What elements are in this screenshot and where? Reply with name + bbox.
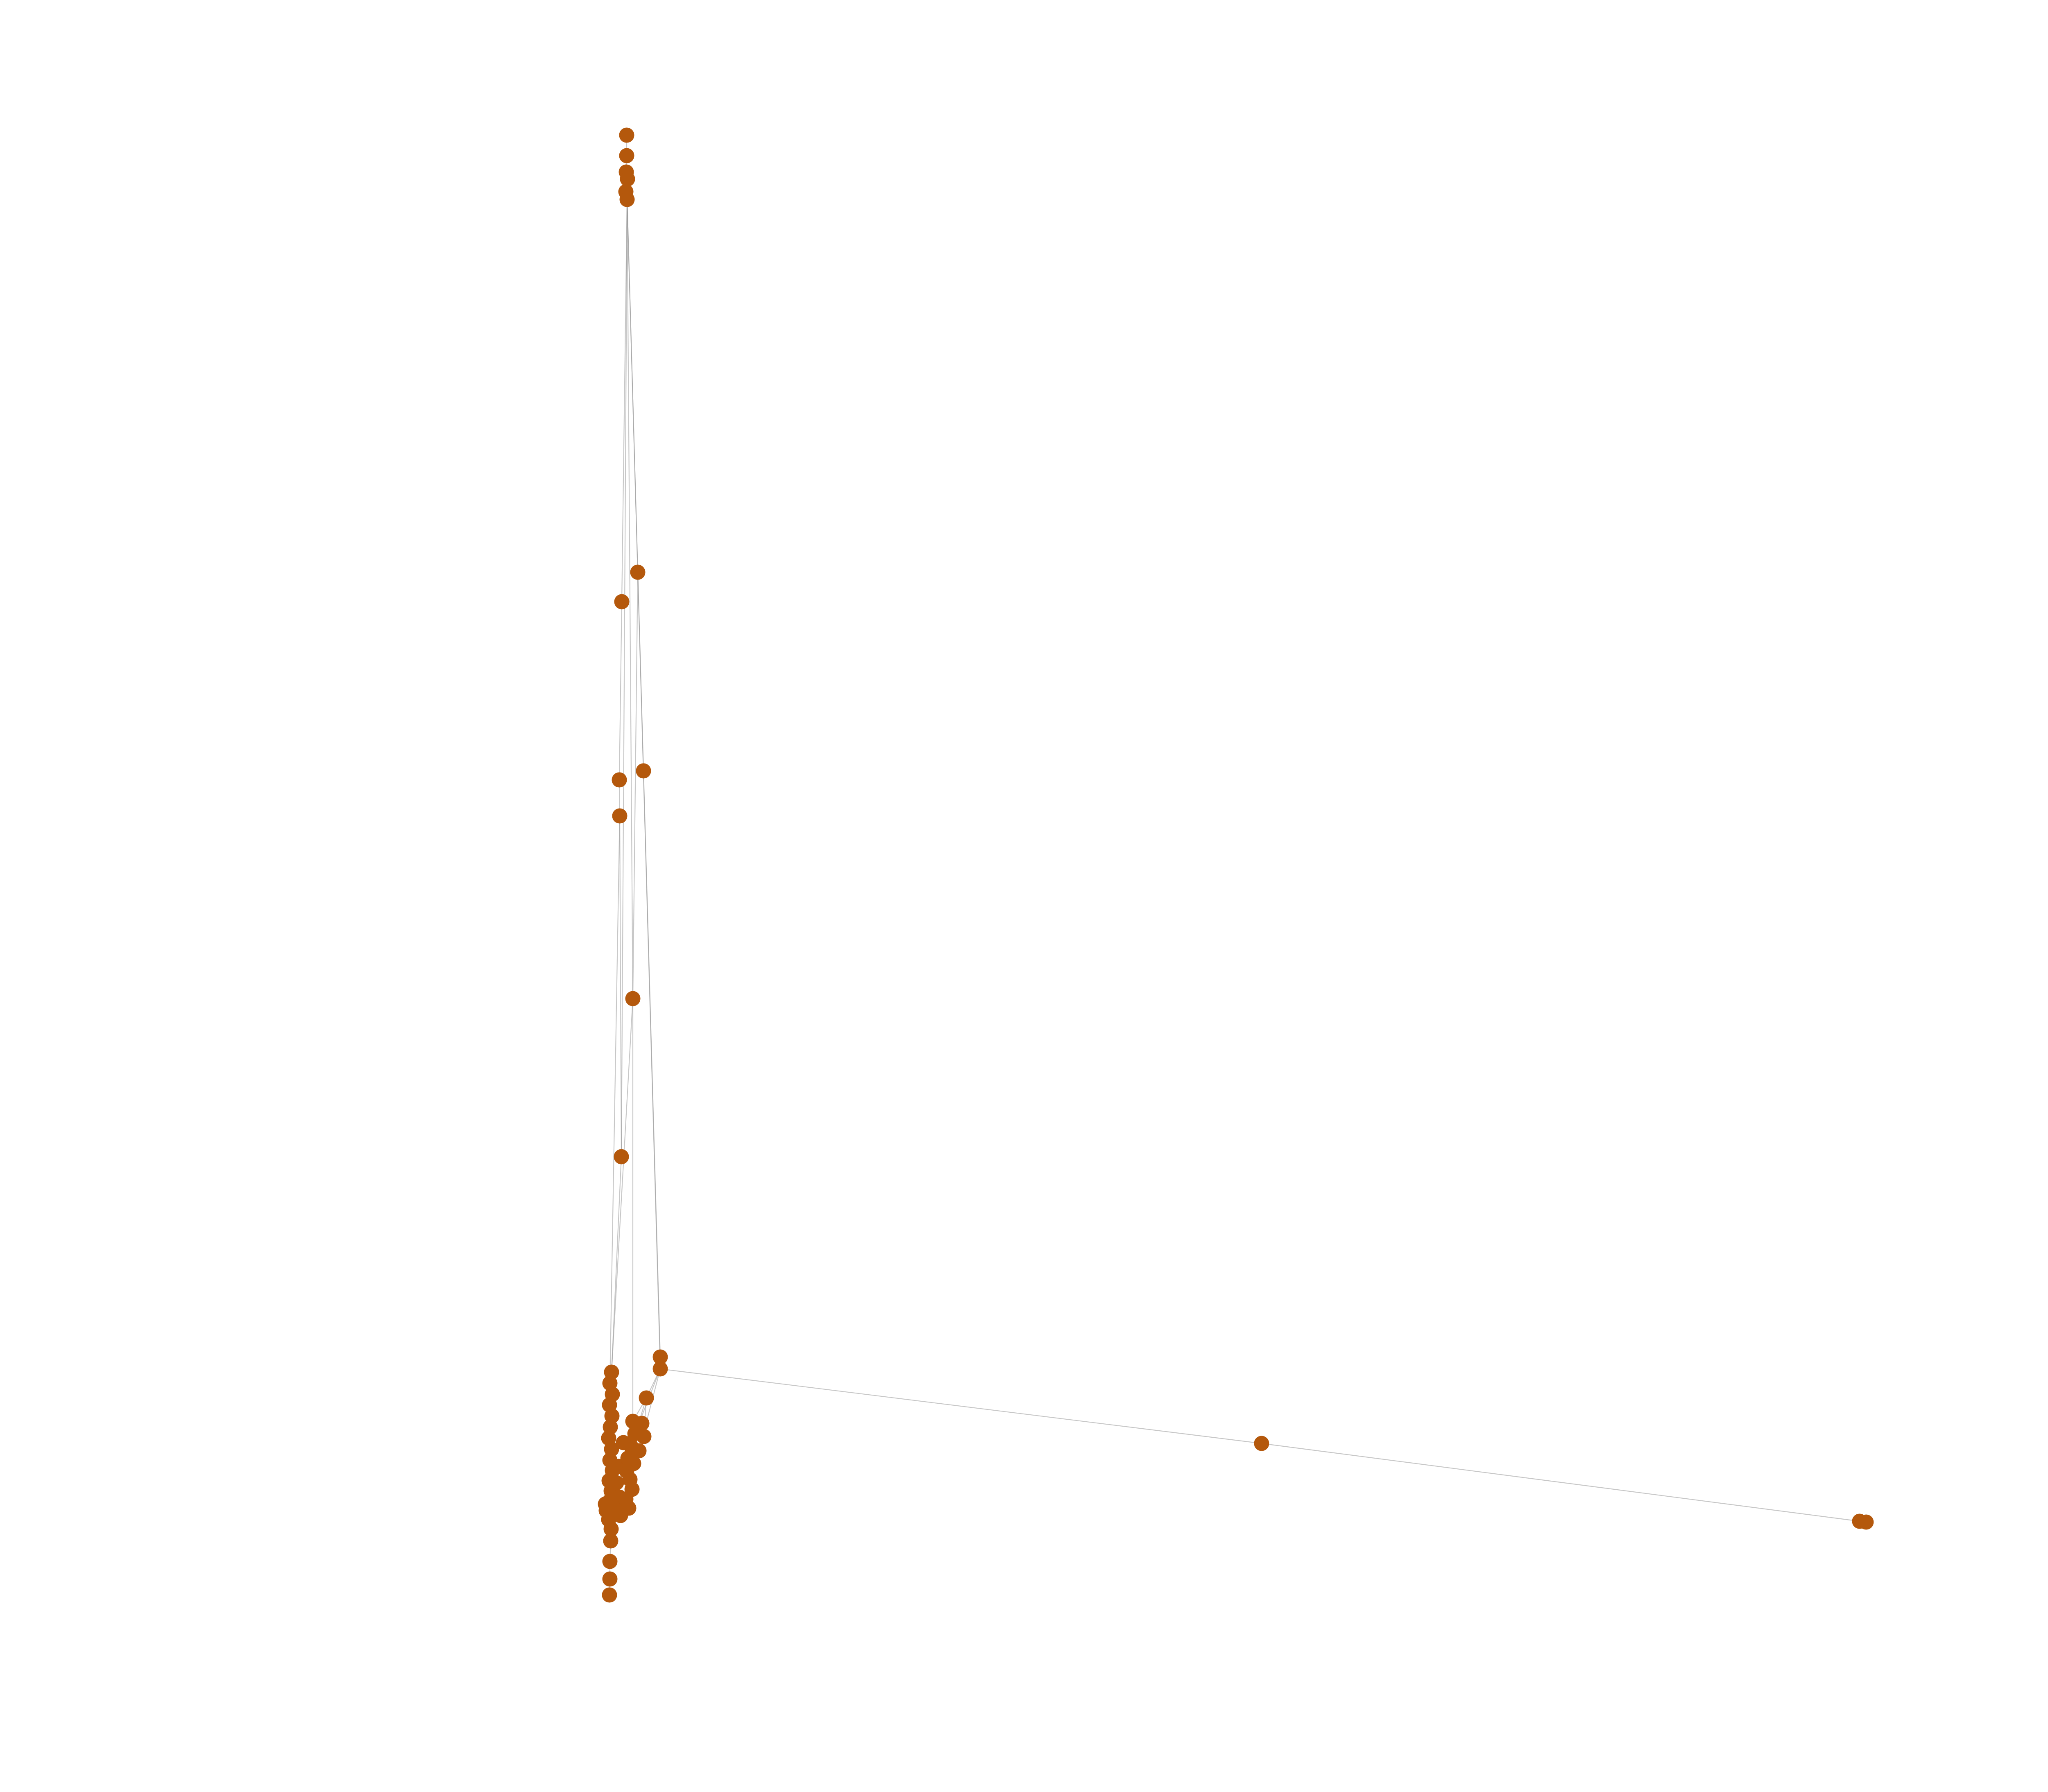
graph-edge — [1261, 1443, 1860, 1522]
graph-node — [598, 1496, 613, 1512]
graph-node — [604, 1408, 620, 1424]
graph-node — [1858, 1514, 1874, 1530]
graph-node — [614, 1149, 629, 1164]
graph-node — [1254, 1436, 1269, 1451]
graph-edge — [611, 998, 634, 1373]
graph-node — [602, 1571, 618, 1587]
graph-edge — [618, 601, 623, 780]
graph-node — [604, 1441, 619, 1457]
graph-node — [609, 1475, 624, 1491]
graph-node — [625, 991, 641, 1006]
graph-node — [636, 763, 651, 779]
graph-node — [602, 1554, 618, 1569]
graph-node — [631, 1443, 647, 1459]
graph-edge — [626, 199, 634, 999]
graph-edge — [609, 816, 621, 1384]
graph-edge — [643, 770, 661, 1357]
graph-node — [619, 148, 634, 163]
graph-node — [603, 1521, 619, 1537]
graph-node — [619, 127, 634, 143]
graph-node — [603, 1419, 618, 1435]
node-layer — [598, 127, 1874, 1603]
graph-node — [616, 1435, 631, 1450]
graph-node — [612, 772, 627, 788]
graph-node — [602, 1587, 617, 1603]
graph-node — [604, 1364, 619, 1380]
graph-edge — [619, 816, 622, 1157]
graph-edge — [632, 572, 639, 999]
graph-edge — [660, 1368, 1262, 1444]
graph-node — [652, 1349, 668, 1365]
graph-node — [621, 1500, 637, 1516]
graph-node — [639, 1390, 654, 1406]
graph-node — [603, 1533, 618, 1549]
graph-node — [630, 564, 646, 580]
graph-node — [614, 594, 630, 609]
graph-node — [627, 1426, 643, 1441]
graph-node — [652, 1361, 668, 1377]
graph-node — [620, 171, 635, 187]
graph-node — [619, 192, 635, 207]
graph-edge — [621, 199, 628, 602]
edge-layer — [605, 135, 1867, 1595]
graph-edge — [611, 1156, 622, 1373]
graph-node — [612, 808, 628, 824]
graph-edge — [621, 199, 628, 1157]
